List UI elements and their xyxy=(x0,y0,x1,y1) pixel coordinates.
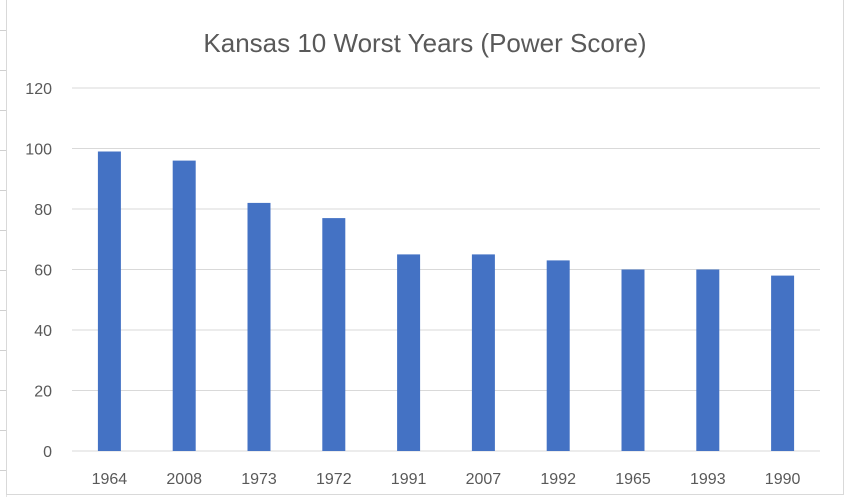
x-tick-label: 1973 xyxy=(241,471,277,488)
sheet-row-line xyxy=(0,150,7,151)
x-tick-label: 1992 xyxy=(540,471,576,488)
sheet-row-line xyxy=(0,350,7,351)
sheet-row-line xyxy=(0,110,7,111)
x-tick-label: 2007 xyxy=(466,471,502,488)
sheet-row-line xyxy=(0,390,7,391)
x-tick-label: 2008 xyxy=(166,471,202,488)
y-tick-label: 0 xyxy=(43,444,52,461)
bar-1991[interactable] xyxy=(397,254,421,451)
y-tick-label: 120 xyxy=(25,81,52,98)
chart-title: Kansas 10 Worst Years (Power Score) xyxy=(203,28,646,58)
bar-1965[interactable] xyxy=(621,269,645,452)
sheet-row-line xyxy=(0,270,7,271)
x-tick-label: 1990 xyxy=(765,471,801,488)
y-tick-label: 20 xyxy=(34,384,52,401)
sheet-row-line xyxy=(0,310,7,311)
sheet-row-line xyxy=(0,230,7,231)
x-tick-label: 1991 xyxy=(391,471,427,488)
bar-1990[interactable] xyxy=(771,275,795,451)
y-tick-label: 100 xyxy=(25,142,52,159)
sheet-row-line xyxy=(0,70,7,71)
sheet-row-line xyxy=(0,190,7,191)
bar-1992[interactable] xyxy=(546,260,570,451)
x-tick-label: 1993 xyxy=(690,471,726,488)
sheet-row-line xyxy=(0,470,7,471)
x-tick-label: 1964 xyxy=(92,471,128,488)
sheet-row-line xyxy=(0,30,7,31)
y-tick-label: 40 xyxy=(34,323,52,340)
x-tick-label: 1965 xyxy=(615,471,651,488)
bar-2007[interactable] xyxy=(471,254,495,451)
bar-1973[interactable] xyxy=(247,202,271,451)
sheet-row-line xyxy=(0,430,7,431)
bar-2008[interactable] xyxy=(172,160,196,451)
bar-1972[interactable] xyxy=(322,218,346,451)
x-tick-label: 1972 xyxy=(316,471,352,488)
bar-1964[interactable] xyxy=(97,151,121,452)
bar-1993[interactable] xyxy=(696,269,720,452)
y-tick-label: 60 xyxy=(34,263,52,280)
y-tick-label: 80 xyxy=(34,202,52,219)
